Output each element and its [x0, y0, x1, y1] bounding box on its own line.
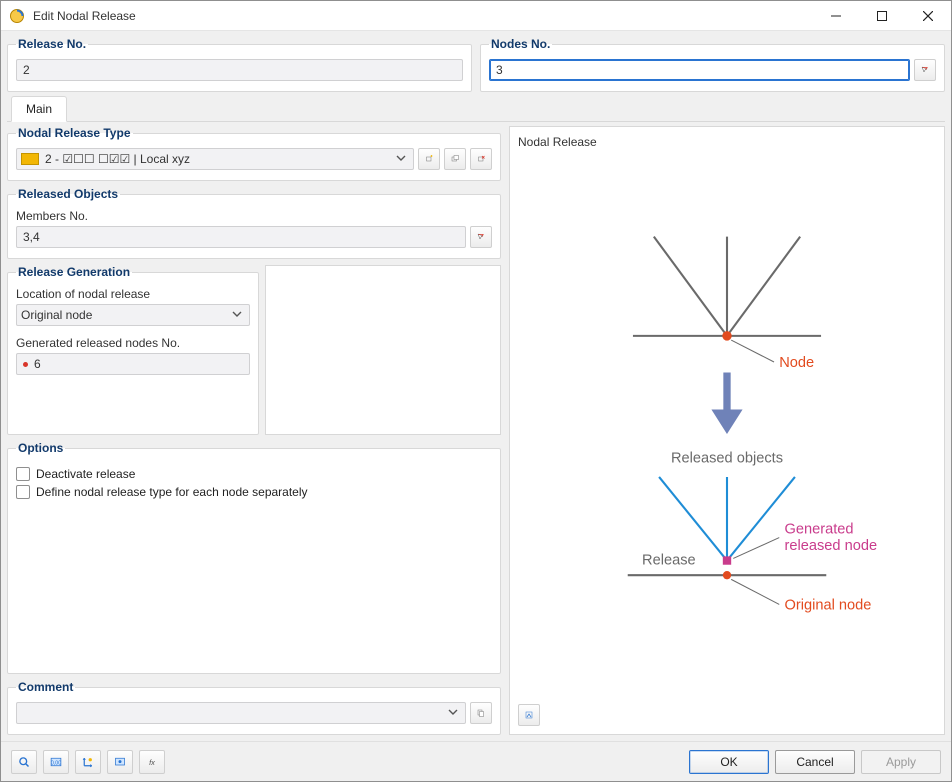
diagram-settings-button[interactable] [518, 704, 540, 726]
options-title: Options [16, 441, 65, 455]
location-value: Original node [21, 308, 229, 322]
define-each-row[interactable]: Define nodal release type for each node … [16, 485, 492, 499]
apply-button[interactable]: Apply [861, 750, 941, 774]
location-combo[interactable]: Original node [16, 304, 250, 326]
comment-title: Comment [16, 680, 75, 694]
top-row: Release No. Nodes No. [7, 37, 945, 92]
release-generation-title: Release Generation [16, 265, 132, 279]
released-objects-title: Released Objects [16, 187, 120, 201]
ok-button[interactable]: OK [689, 750, 769, 774]
nodes-no-group: Nodes No. [480, 37, 945, 92]
pick-members-button[interactable] [470, 226, 492, 248]
label-gen-l2: released node [784, 538, 877, 554]
pick-nodes-button[interactable] [914, 59, 936, 81]
empty-panel [265, 265, 501, 435]
tab-main[interactable]: Main [11, 96, 67, 122]
diagram-area: Node Released objects [518, 153, 936, 726]
release-no-group: Release No. [7, 37, 472, 92]
nodes-no-label: Nodes No. [489, 37, 552, 51]
tool-view-button[interactable] [107, 750, 133, 774]
button-bar: 0,00 fx OK Cancel Apply [1, 741, 951, 781]
nodal-release-type-title: Nodal Release Type [16, 126, 133, 140]
label-release: Release [642, 553, 696, 569]
chevron-down-icon [229, 308, 245, 322]
right-column: Nodal Release Node [509, 126, 945, 735]
chevron-down-icon [393, 152, 409, 166]
dialog-window: Edit Nodal Release Release No. Nodes No. [0, 0, 952, 782]
location-label: Location of nodal release [16, 287, 250, 301]
released-objects-group: Released Objects Members No. [7, 187, 501, 259]
deactivate-release-checkbox[interactable] [16, 467, 30, 481]
label-original-node: Original node [784, 598, 871, 614]
members-no-label: Members No. [16, 209, 492, 223]
generated-nodes-value-box: 6 [16, 353, 250, 375]
deactivate-release-row[interactable]: Deactivate release [16, 467, 492, 481]
chevron-down-icon [445, 706, 461, 720]
comment-library-button[interactable] [470, 702, 492, 724]
define-each-label: Define nodal release type for each node … [36, 485, 308, 499]
window-title: Edit Nodal Release [33, 9, 813, 23]
define-each-checkbox[interactable] [16, 485, 30, 499]
tab-content: Nodal Release Type 2 - ☑☐☐ ☐☑☑ | Local x… [7, 126, 945, 735]
nodal-release-type-value: 2 - ☑☐☐ ☐☑☑ | Local xyz [45, 152, 393, 166]
new-type-button[interactable] [418, 148, 440, 170]
delete-type-button[interactable] [470, 148, 492, 170]
generated-node-indicator [23, 357, 34, 371]
nodal-release-type-group: Nodal Release Type 2 - ☑☐☐ ☐☑☑ | Local x… [7, 126, 501, 181]
nodal-release-type-combo[interactable]: 2 - ☑☐☐ ☐☑☑ | Local xyz [16, 148, 414, 170]
maximize-button[interactable] [859, 1, 905, 31]
diagram-svg: Node Released objects [518, 153, 936, 726]
label-gen-l1: Generated [784, 521, 853, 537]
close-button[interactable] [905, 1, 951, 31]
app-icon [9, 8, 25, 24]
tool-help-button[interactable] [11, 750, 37, 774]
diagram-panel: Nodal Release Node [509, 126, 945, 735]
type-color-swatch [21, 153, 39, 165]
comment-combo[interactable] [16, 702, 466, 724]
dialog-content: Release No. Nodes No. Main [1, 31, 951, 741]
gen-row: Release Generation Location of nodal rel… [7, 265, 501, 435]
label-released-objects: Released objects [671, 450, 783, 466]
generated-nodes-value: 6 [34, 357, 41, 371]
tool-units-button[interactable]: 0,00 [43, 750, 69, 774]
left-column: Nodal Release Type 2 - ☑☐☐ ☐☑☑ | Local x… [7, 126, 501, 735]
release-generation-group: Release Generation Location of nodal rel… [7, 265, 259, 435]
label-node: Node [779, 355, 814, 371]
deactivate-release-label: Deactivate release [36, 467, 135, 481]
svg-text:fx: fx [149, 758, 155, 767]
title-bar: Edit Nodal Release [1, 1, 951, 31]
tool-axes-button[interactable] [75, 750, 101, 774]
edit-type-button[interactable] [444, 148, 466, 170]
tabs: Main [7, 96, 945, 122]
cancel-button[interactable]: Cancel [775, 750, 855, 774]
options-group: Options Deactivate release Define nodal … [7, 441, 501, 674]
members-no-input[interactable] [16, 226, 466, 248]
release-no-label: Release No. [16, 37, 88, 51]
generated-nodes-label: Generated released nodes No. [16, 336, 250, 350]
nodes-no-input[interactable] [489, 59, 910, 81]
release-no-input[interactable] [16, 59, 463, 81]
svg-text:0,00: 0,00 [51, 760, 61, 766]
diagram-title: Nodal Release [518, 135, 936, 149]
minimize-button[interactable] [813, 1, 859, 31]
tool-fx-button[interactable]: fx [139, 750, 165, 774]
comment-group: Comment [7, 680, 501, 735]
